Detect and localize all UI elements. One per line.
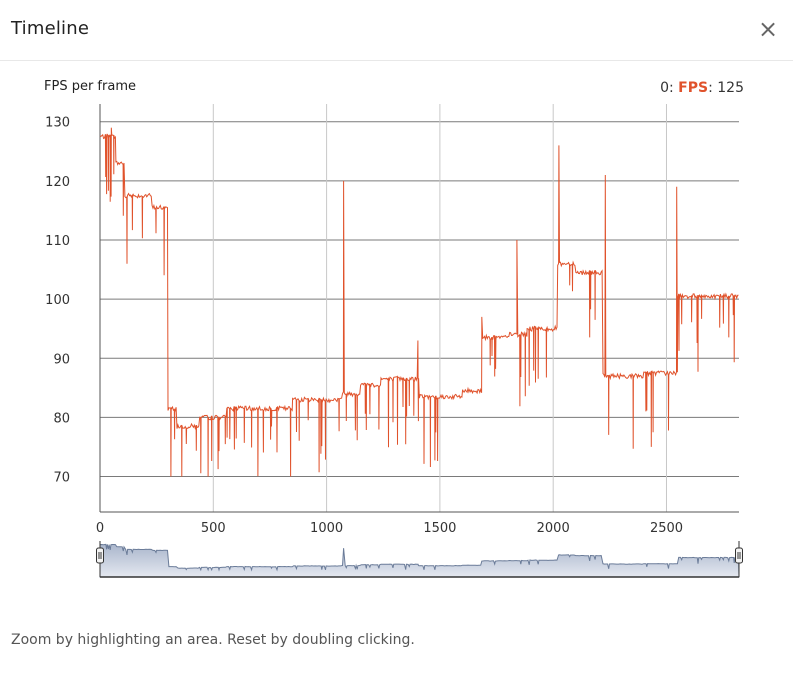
navigator-area	[99, 543, 740, 578]
range-navigator	[96, 541, 743, 578]
dialog-title: Timeline	[11, 18, 90, 39]
dialog-header: Timeline ×	[0, 0, 793, 61]
navigator-right-handle[interactable]	[735, 547, 743, 564]
chart-legend: 0: FPS: 125	[660, 80, 744, 96]
y-tick-label: 100	[45, 293, 70, 308]
y-tick-label: 90	[53, 352, 70, 367]
chart-grid	[99, 104, 739, 513]
y-tick-label: 120	[45, 175, 70, 190]
y-tick-label: 80	[53, 411, 70, 426]
x-tick-label: 1500	[423, 521, 456, 536]
navigator-left-handle[interactable]	[96, 547, 104, 564]
zoom-hint: Zoom by highlighting an area. Reset by d…	[11, 632, 415, 648]
y-tick-labels: 70 80 90 100 110 120 130	[45, 116, 70, 486]
legend-value: 125	[717, 80, 744, 96]
y-axis-label: FPS per frame	[44, 79, 136, 94]
legend-index: 0:	[660, 80, 674, 96]
close-icon[interactable]: ×	[757, 15, 779, 43]
x-tick-labels: 0 500 1000 1500 2000 2500	[96, 521, 683, 536]
y-tick-label: 110	[45, 234, 70, 249]
x-tick-label: 2500	[650, 521, 683, 536]
x-tick-label: 1000	[310, 521, 343, 536]
x-tick-label: 500	[201, 521, 226, 536]
y-tick-label: 70	[53, 471, 70, 486]
legend-series-name: FPS	[678, 80, 709, 96]
x-tick-label: 0	[96, 521, 104, 536]
x-tick-label: 2000	[537, 521, 570, 536]
y-tick-label: 130	[45, 116, 70, 131]
fps-series-line	[99, 127, 739, 477]
